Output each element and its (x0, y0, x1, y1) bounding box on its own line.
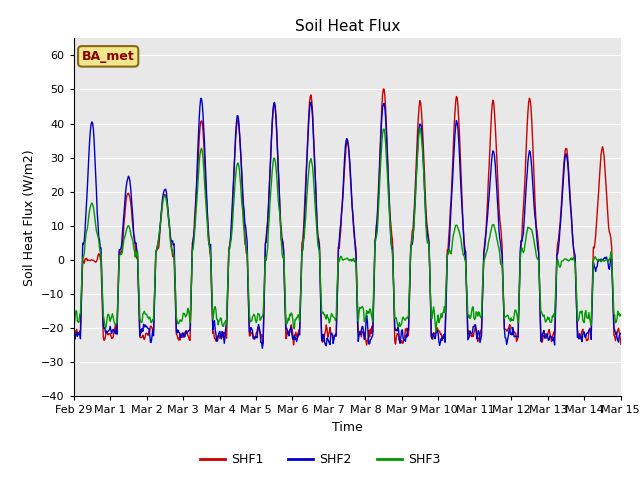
SHF2 (617, 330, 625, 336)
SHF3 (413, 151, 421, 156)
SHF3 (431, 309, 438, 315)
SHF1 (136, 334, 143, 340)
SHF3 (136, 315, 143, 321)
Line: SHF2: SHF2 (74, 98, 621, 348)
SHF1 (380, 86, 387, 92)
SHF1 (363, 342, 371, 348)
SHF3 (416, 125, 424, 131)
SHF2 (79, 241, 87, 247)
X-axis label: Time: Time (332, 420, 363, 433)
SHF1 (617, 341, 625, 347)
SHF3 (617, 312, 625, 318)
SHF1 (220, 329, 228, 335)
SHF2 (415, 125, 423, 131)
SHF1 (79, 259, 87, 264)
SHF2 (70, 325, 77, 331)
SHF2 (259, 346, 266, 351)
SHF3 (79, 254, 87, 260)
SHF1 (191, 204, 199, 209)
SHF3 (432, 329, 440, 335)
SHF2 (197, 96, 205, 101)
SHF1 (415, 104, 423, 109)
Text: BA_met: BA_met (82, 50, 134, 63)
SHF3 (220, 320, 228, 325)
SHF2 (191, 211, 199, 217)
Line: SHF1: SHF1 (74, 89, 621, 345)
SHF2 (136, 333, 143, 339)
Y-axis label: Soil Heat Flux (W/m2): Soil Heat Flux (W/m2) (22, 149, 35, 286)
Title: Soil Heat Flux: Soil Heat Flux (294, 20, 400, 35)
SHF2 (221, 334, 229, 339)
SHF3 (191, 219, 199, 225)
SHF1 (70, 330, 77, 336)
SHF1 (431, 331, 439, 337)
SHF3 (70, 323, 77, 329)
SHF2 (431, 336, 439, 342)
Legend: SHF1, SHF2, SHF3: SHF1, SHF2, SHF3 (195, 448, 445, 471)
Line: SHF3: SHF3 (74, 128, 621, 332)
